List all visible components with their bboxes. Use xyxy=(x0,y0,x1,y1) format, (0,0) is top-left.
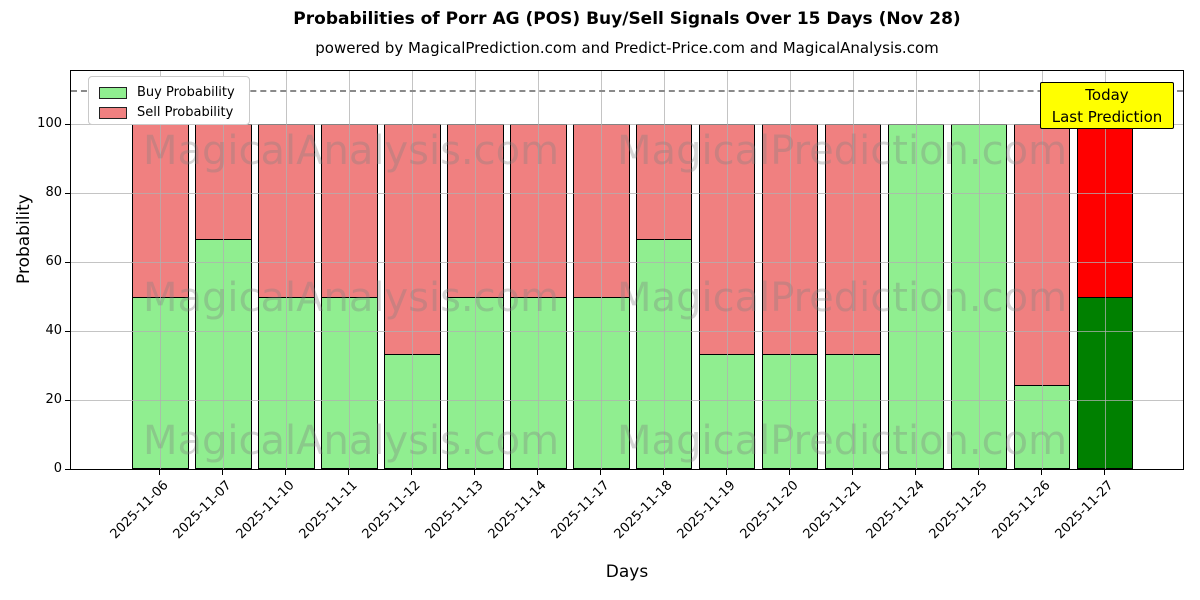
bar-buy-2025-11-11 xyxy=(320,296,378,469)
gridline-x-2025-11-06 xyxy=(160,71,162,469)
legend-swatch-icon xyxy=(99,106,127,119)
legend-label: Buy Probability xyxy=(137,85,235,100)
gridline-x-2025-11-24 xyxy=(916,71,918,469)
y-tick-label: 40 xyxy=(45,323,62,339)
bar-buy-2025-11-20 xyxy=(761,354,819,469)
y-tick-mark xyxy=(65,400,70,402)
gridline-y-60 xyxy=(71,262,1183,264)
x-tick-mark xyxy=(789,470,791,475)
gridline-x-2025-11-10 xyxy=(286,71,288,469)
y-tick-mark xyxy=(65,331,70,333)
bar-sell-2025-11-26 xyxy=(1013,124,1071,386)
legend-item: Buy Probability xyxy=(99,83,249,102)
gridline-x-2025-11-12 xyxy=(412,71,414,469)
bar-buy-2025-11-25 xyxy=(950,124,1008,469)
y-tick-label: 80 xyxy=(45,185,62,201)
x-tick-mark xyxy=(285,470,287,475)
bar-sell-2025-11-10 xyxy=(258,124,315,298)
y-tick-label: 0 xyxy=(53,461,62,476)
today-annotation: Today Last Prediction xyxy=(1040,82,1174,129)
x-tick-mark xyxy=(915,470,917,475)
x-tick-mark xyxy=(474,470,476,475)
x-tick-mark xyxy=(537,470,539,475)
gridline-y-40 xyxy=(71,331,1183,333)
gridline-x-2025-11-17 xyxy=(601,71,603,469)
legend-label: Sell Probability xyxy=(137,105,234,120)
gridline-x-2025-11-20 xyxy=(790,71,792,469)
x-tick-mark xyxy=(977,470,979,475)
gridline-x-2025-11-13 xyxy=(475,71,477,469)
bar-buy-2025-11-26 xyxy=(1013,384,1071,469)
x-tick-mark xyxy=(852,470,854,475)
x-tick-mark xyxy=(411,470,413,475)
gridline-x-2025-11-27 xyxy=(1104,71,1106,469)
x-tick-mark xyxy=(222,470,224,475)
x-tick-mark xyxy=(1103,470,1105,475)
bar-sell-2025-11-07 xyxy=(195,124,252,241)
gridline-x-2025-11-25 xyxy=(978,71,980,469)
x-tick-mark xyxy=(663,470,665,475)
y-tick-mark xyxy=(65,193,70,195)
gridline-x-2025-11-21 xyxy=(853,71,855,469)
bar-buy-2025-11-21 xyxy=(824,354,882,469)
gridline-y-20 xyxy=(71,400,1183,402)
chart-subtitle: powered by MagicalPrediction.com and Pre… xyxy=(315,39,939,57)
bar-buy-2025-11-24 xyxy=(887,124,945,469)
x-tick-mark xyxy=(726,470,728,475)
gridline-x-2025-11-18 xyxy=(664,71,666,469)
gridline-y-100 xyxy=(71,124,1183,126)
y-tick-mark xyxy=(65,124,70,126)
legend: Buy Probability Sell Probability xyxy=(88,76,250,125)
today-annotation-line: Today xyxy=(1085,86,1129,104)
bar-sell-2025-11-21 xyxy=(824,124,882,356)
bar-buy-2025-11-07 xyxy=(195,239,252,469)
y-tick-mark xyxy=(65,262,70,264)
gridline-x-2025-11-07 xyxy=(223,71,225,469)
y-tick-label: 100 xyxy=(37,116,62,132)
threshold-dashed-line xyxy=(71,89,1183,92)
bar-buy-2025-11-10 xyxy=(258,296,315,469)
gridline-x-2025-11-11 xyxy=(349,71,351,469)
y-tick-label: 20 xyxy=(45,392,62,408)
x-tick-mark xyxy=(600,470,602,475)
x-tick-mark xyxy=(1040,470,1042,475)
gridline-x-2025-11-14 xyxy=(538,71,540,469)
plot-area: Buy Probability Sell Probability Today Las… xyxy=(70,70,1184,470)
today-annotation-line: Last Prediction xyxy=(1051,108,1163,126)
legend-swatch-icon xyxy=(99,86,127,99)
gridline-y-80 xyxy=(71,193,1183,195)
x-tick-mark xyxy=(348,470,350,475)
y-tick-mark xyxy=(65,469,70,470)
gridline-x-2025-11-19 xyxy=(727,71,729,469)
bar-sell-2025-11-20 xyxy=(761,124,819,356)
gridline-x-2025-11-26 xyxy=(1041,71,1043,469)
x-tick-mark xyxy=(159,470,161,475)
legend-item: Sell Probability xyxy=(99,103,249,122)
x-axis-label: Days xyxy=(605,562,649,582)
bar-sell-2025-11-12 xyxy=(383,124,441,356)
y-tick-label: 60 xyxy=(45,254,62,270)
chart-title: Probabilities of Porr AG (POS) Buy/Sell … xyxy=(293,9,961,29)
